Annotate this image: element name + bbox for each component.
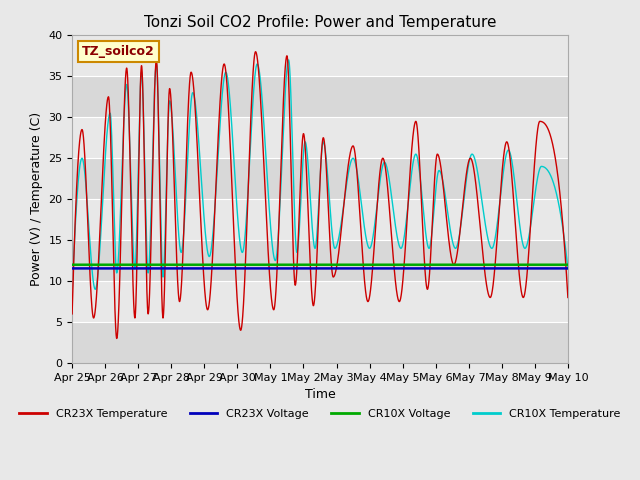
Title: Tonzi Soil CO2 Profile: Power and Temperature: Tonzi Soil CO2 Profile: Power and Temper…	[144, 15, 496, 30]
Bar	[72, 199, 568, 240]
Bar	[72, 36, 568, 76]
X-axis label: Time: Time	[305, 388, 335, 401]
Bar	[72, 240, 568, 281]
Bar	[72, 281, 568, 322]
Bar	[72, 76, 568, 117]
Bar	[72, 322, 568, 363]
Bar	[72, 158, 568, 199]
Bar	[72, 117, 568, 158]
Text: TZ_soilco2: TZ_soilco2	[82, 45, 155, 58]
Y-axis label: Power (V) / Temperature (C): Power (V) / Temperature (C)	[29, 112, 43, 286]
Legend: CR23X Temperature, CR23X Voltage, CR10X Voltage, CR10X Temperature: CR23X Temperature, CR23X Voltage, CR10X …	[15, 404, 625, 423]
